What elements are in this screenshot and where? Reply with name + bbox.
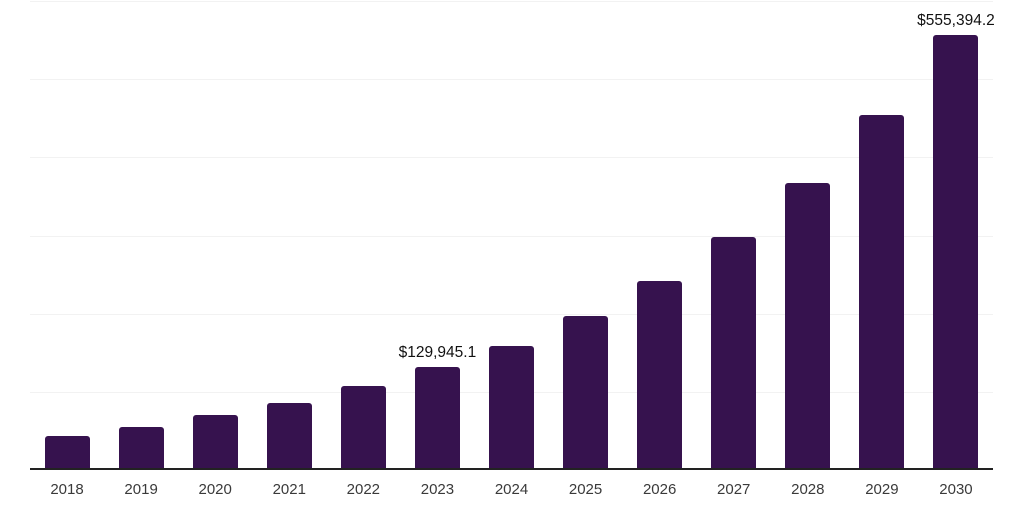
x-tick-2025: 2025: [568, 481, 603, 498]
x-tick-2019: 2019: [124, 481, 158, 498]
bar-2024[interactable]: [489, 345, 534, 469]
x-tick-2027: 2027: [717, 481, 751, 498]
bar-2020[interactable]: [192, 414, 238, 469]
bar-2029[interactable]: [859, 115, 905, 469]
bar-2027[interactable]: [711, 236, 757, 469]
plot-area: $129,945.1 $555,394.2: [30, 0, 995, 470]
x-tick-2020: 2020: [198, 481, 232, 498]
data-label-2023: $129,945.1: [398, 344, 477, 362]
x-tick-2018: 2018: [50, 481, 84, 498]
x-tick-2024: 2024: [494, 481, 529, 498]
bar-2026[interactable]: [637, 281, 683, 469]
bar-2022[interactable]: [340, 386, 386, 469]
gridline-200000: [30, 313, 993, 315]
bar-2021[interactable]: [266, 402, 312, 469]
gridline-600000: [30, 1, 993, 2]
x-tick-2030: 2030: [939, 481, 973, 498]
bar-2025[interactable]: [563, 316, 609, 469]
data-label-2030: $555,394.2: [917, 11, 995, 29]
gridline-300000: [30, 235, 993, 237]
x-tick-2023: 2023: [420, 481, 455, 498]
gridline-500000: [30, 79, 993, 81]
bar-2018[interactable]: [44, 435, 90, 469]
x-tick-2026: 2026: [642, 481, 677, 498]
gridline-400000: [30, 157, 993, 159]
x-tick-2021: 2021: [272, 481, 306, 498]
x-tick-2022: 2022: [346, 481, 381, 498]
bar-2019[interactable]: [118, 426, 164, 469]
bar-2030[interactable]: [933, 34, 979, 469]
bar-2028[interactable]: [785, 182, 831, 469]
x-tick-2028: 2028: [791, 481, 825, 498]
bar-2023[interactable]: [414, 367, 460, 469]
x-axis-line: [30, 468, 993, 470]
x-tick-2029: 2029: [865, 481, 899, 498]
